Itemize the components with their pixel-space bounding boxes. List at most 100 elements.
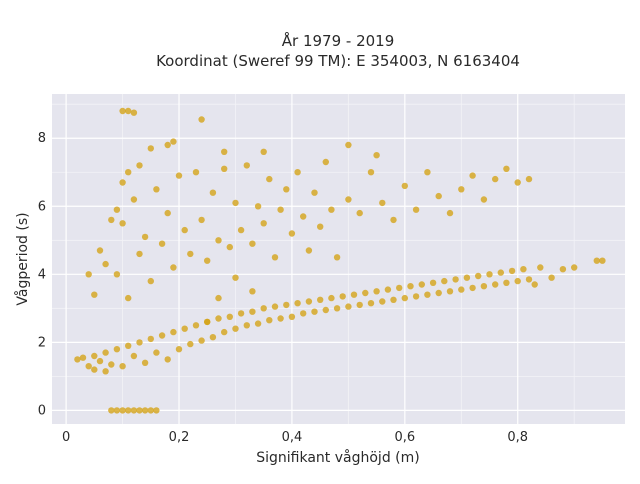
data-point [384, 286, 392, 293]
data-point [373, 288, 380, 295]
data-point [102, 349, 109, 356]
data-point [317, 296, 324, 303]
data-point [153, 349, 160, 356]
data-point [486, 271, 493, 278]
data-point [147, 277, 154, 285]
data-point [96, 247, 104, 254]
data-point [237, 226, 245, 234]
data-point [113, 271, 121, 278]
data-point [215, 294, 222, 302]
data-point [130, 196, 138, 203]
data-point [175, 346, 183, 353]
data-point [559, 266, 567, 273]
data-point [141, 359, 149, 366]
data-point [125, 107, 132, 115]
data-point [221, 148, 228, 155]
data-point [424, 291, 431, 298]
data-point [181, 226, 188, 234]
data-point [198, 216, 205, 224]
data-point [125, 407, 132, 414]
data-point [503, 279, 510, 286]
data-point [108, 407, 115, 414]
data-point [164, 141, 171, 149]
data-point [108, 361, 115, 368]
y-tick-label: 0 [38, 403, 46, 418]
data-point [91, 352, 98, 360]
data-point [130, 109, 138, 116]
data-point [322, 306, 329, 314]
y-tick-label: 8 [38, 131, 46, 146]
x-tick-label: 0 [62, 430, 70, 445]
chart-subtitle: Koordinat (Sweref 99 TM): E 354003, N 61… [156, 52, 520, 70]
data-point [317, 223, 324, 230]
data-point [333, 254, 341, 261]
x-axis-ticks: 0 0,2 0,4 0,6 0,8 [62, 430, 528, 445]
data-point [412, 206, 420, 213]
data-point [390, 296, 397, 303]
data-point [158, 240, 166, 247]
data-point [130, 407, 138, 414]
data-point [226, 313, 233, 320]
data-point [548, 274, 555, 281]
data-point [508, 267, 516, 275]
data-point [119, 220, 126, 227]
data-point [192, 322, 200, 329]
data-point [130, 352, 138, 360]
data-point [198, 116, 205, 123]
data-point [435, 192, 442, 200]
data-point [492, 175, 499, 183]
chart-title: År 1979 - 2019 [282, 31, 395, 50]
data-point [497, 269, 504, 276]
data-point [333, 305, 341, 312]
data-point [125, 294, 132, 302]
data-point [339, 293, 346, 300]
data-point [158, 332, 166, 339]
data-point [328, 294, 335, 302]
data-point [492, 281, 499, 288]
data-point [249, 240, 256, 247]
data-point [113, 407, 121, 414]
data-point [232, 274, 239, 281]
data-point [204, 318, 211, 326]
data-point [136, 407, 143, 414]
data-point [294, 169, 301, 176]
data-point [164, 209, 171, 217]
grid [52, 94, 625, 424]
data-point [458, 286, 465, 293]
data-points [74, 107, 606, 414]
data-point [102, 368, 109, 375]
data-point [599, 257, 606, 264]
data-point [503, 165, 510, 172]
data-point [401, 294, 408, 302]
data-point [232, 325, 239, 332]
data-point [435, 289, 442, 297]
data-point [119, 363, 126, 370]
data-point [305, 298, 313, 305]
data-point [209, 334, 217, 341]
data-point [401, 182, 408, 190]
x-tick-label: 0,4 [282, 430, 303, 445]
data-point [367, 169, 375, 176]
data-point [91, 291, 98, 298]
data-point [96, 357, 104, 365]
data-point [181, 325, 188, 332]
data-point [108, 216, 115, 224]
data-point [260, 305, 267, 312]
data-point [266, 175, 273, 183]
data-point [153, 186, 160, 193]
data-point [424, 169, 431, 176]
data-point [170, 264, 177, 271]
data-point [469, 284, 476, 292]
data-point [480, 283, 488, 290]
data-point [305, 247, 313, 254]
data-point [113, 206, 121, 213]
data-point [463, 274, 471, 281]
data-point [119, 407, 126, 414]
data-point [537, 264, 544, 271]
data-point [170, 328, 177, 336]
data-point [593, 257, 600, 264]
data-point [136, 339, 143, 346]
data-point [480, 196, 488, 203]
data-point [147, 407, 154, 414]
